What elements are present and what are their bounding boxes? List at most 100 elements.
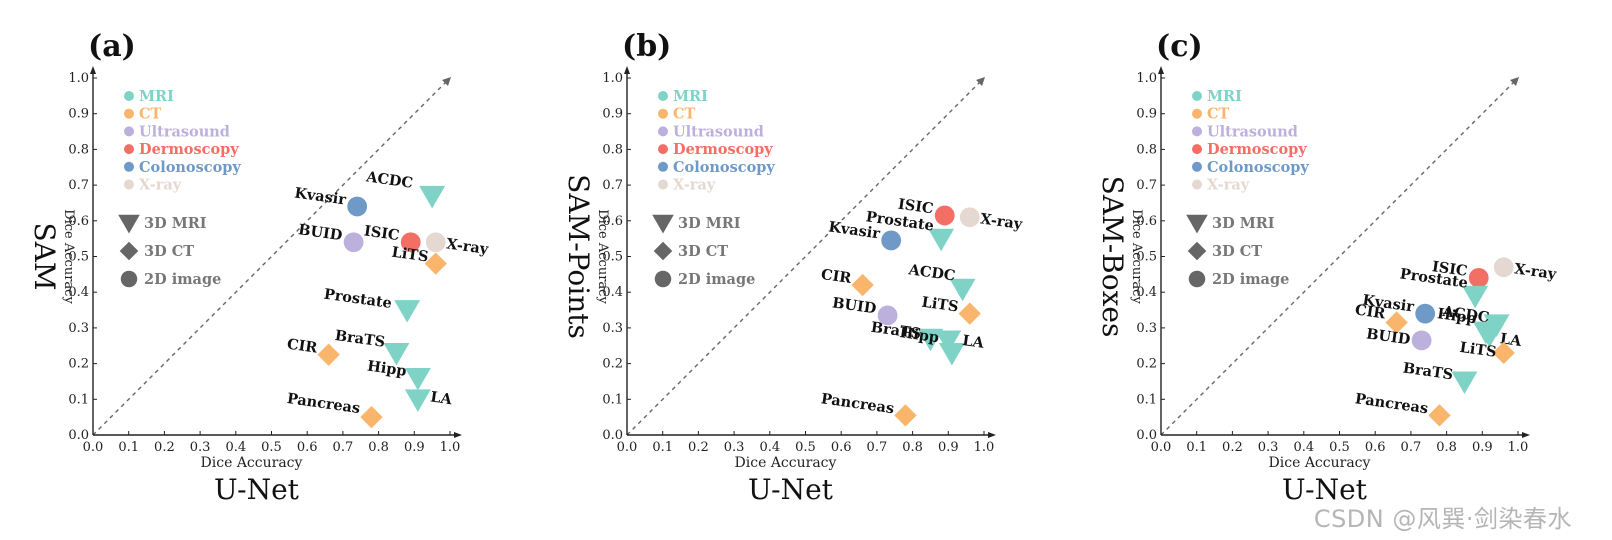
point-isic (400, 232, 421, 253)
point-acdc (419, 185, 446, 209)
legend-label-mri: MRI (1207, 88, 1242, 105)
point-lits (1492, 341, 1515, 365)
point-kvasir (347, 196, 368, 217)
point-pancreas (894, 404, 917, 427)
legend-marker-dermoscopy (658, 144, 668, 155)
y-axis-arrow (624, 66, 630, 74)
x-tick-label: 0.7 (1401, 440, 1422, 455)
y-axis-title: SAM-Boxes (1096, 176, 1129, 338)
x-axis-label: Dice Accuracy (201, 455, 303, 471)
point-label-x-ray: X-ray (1513, 260, 1558, 283)
legend-marker-ct (124, 108, 134, 119)
legend-label-3d-mri: 3D MRI (144, 215, 207, 232)
modality-legend: MRICTUltrasoundDermoscopyColonoscopyX-ra… (124, 88, 241, 194)
legend-marker-x-ray (124, 179, 134, 190)
point-brats (383, 342, 410, 366)
x-tick-label: 0.9 (938, 440, 959, 455)
point-la (404, 389, 431, 412)
x-axis-title: U-Net (214, 473, 300, 506)
x-tick-label: 0.3 (724, 440, 745, 455)
legend-marker-mri (1192, 91, 1202, 101)
point-label-isic: ISIC (363, 222, 401, 244)
point-label-isic: ISIC (1431, 258, 1469, 280)
point-kvasir (1415, 303, 1436, 324)
point-isic (1468, 268, 1489, 288)
x-axis-label: Dice Accuracy (735, 455, 837, 471)
shape-legend: 3D MRI 3D CT 2D image (1186, 214, 1289, 288)
point-label-cir: CIR (1354, 301, 1387, 322)
point-label-acdc: ACDC (364, 168, 414, 192)
diagonal-arrowhead (442, 77, 451, 86)
point-label-cir: CIR (286, 336, 319, 357)
legend-marker-ultrasound (658, 126, 668, 137)
y-tick-label: 0.5 (602, 250, 623, 265)
point-pancreas (1428, 404, 1451, 427)
legend-label-mri: MRI (139, 88, 174, 105)
legend-label-ultrasound: Ultrasound (673, 123, 764, 140)
y-tick-label: 0.6 (602, 214, 623, 229)
x-tick-label: 0.0 (617, 440, 638, 455)
y-tick-label: 1.0 (1136, 71, 1157, 86)
point-label-lits: LiTS (1459, 339, 1498, 361)
legend-marker-colonoscopy (1192, 161, 1202, 172)
y-tick-label: 0.5 (68, 250, 89, 265)
legend-marker-colonoscopy (124, 161, 134, 172)
x-tick-label: 1.0 (974, 440, 995, 455)
legend-label-ultrasound: Ultrasound (139, 123, 230, 140)
point-label-lits: LiTS (921, 294, 960, 316)
y-tick-label: 1.0 (602, 71, 623, 86)
legend-shape-diamond (119, 241, 139, 261)
legend-label-3d-mri: 3D MRI (678, 215, 741, 232)
y-tick-label: 0.5 (1136, 250, 1157, 265)
legend-shape-circle (654, 270, 672, 288)
y-tick-label: 0.3 (68, 321, 89, 336)
point-buid (877, 305, 898, 326)
x-tick-label: 0.9 (1472, 440, 1493, 455)
x-tick-label: 0.5 (795, 440, 816, 455)
point-pancreas (360, 405, 383, 429)
point-acdc (949, 278, 976, 302)
y-tick-label: 0.0 (1136, 428, 1157, 443)
legend-label-colonoscopy: Colonoscopy (139, 159, 241, 176)
x-tick-label: 0.6 (831, 440, 852, 455)
legend-shape-diamond (653, 241, 673, 261)
point-kvasir (881, 230, 902, 251)
x-tick-label: 0.1 (118, 440, 139, 455)
x-tick-label: 0.8 (368, 440, 389, 455)
legend-label-x-ray: X-ray (139, 177, 182, 194)
point-label-prostate: Prostate (323, 286, 393, 312)
legend-label-3d-mri: 3D MRI (1212, 215, 1275, 232)
x-tick-label: 0.2 (1222, 440, 1243, 455)
point-label-acdc: ACDC (1441, 303, 1491, 327)
y-axis-arrow (1158, 66, 1164, 74)
point-cir (317, 343, 340, 366)
point-label-buid: BUID (1365, 325, 1411, 348)
y-tick-label: 0.3 (602, 321, 623, 336)
panel-label: (b) (622, 29, 671, 64)
legend-marker-ultrasound (124, 126, 134, 137)
y-tick-label: 0.3 (1136, 321, 1157, 336)
point-x-ray (959, 207, 980, 228)
x-tick-label: 0.4 (225, 440, 246, 455)
y-axis-label: Dice Accuracy (595, 209, 610, 304)
point-label-brats: BraTS (870, 319, 922, 343)
y-axis-title: SAM (28, 222, 61, 290)
diagonal-arrowhead (976, 77, 985, 86)
y-tick-label: 0.4 (68, 285, 89, 300)
legend-label-ct: CT (139, 106, 162, 123)
x-tick-label: 0.1 (652, 440, 673, 455)
y-tick-label: 0.2 (602, 357, 623, 372)
y-axis-label: Dice Accuracy (1129, 209, 1144, 304)
legend-label-ultrasound: Ultrasound (1207, 123, 1298, 140)
x-tick-label: 0.3 (190, 440, 211, 455)
legend-shape-diamond (1187, 241, 1207, 261)
y-tick-label: 0.4 (602, 285, 623, 300)
y-tick-label: 0.1 (1136, 392, 1157, 407)
x-tick-label: 0.7 (333, 440, 354, 455)
legend-label-mri: MRI (673, 88, 708, 105)
point-brats (917, 328, 944, 352)
x-axis-title: U-Net (1282, 473, 1368, 506)
legend-label-dermoscopy: Dermoscopy (1207, 141, 1307, 158)
legend-label-dermoscopy: Dermoscopy (139, 141, 239, 158)
